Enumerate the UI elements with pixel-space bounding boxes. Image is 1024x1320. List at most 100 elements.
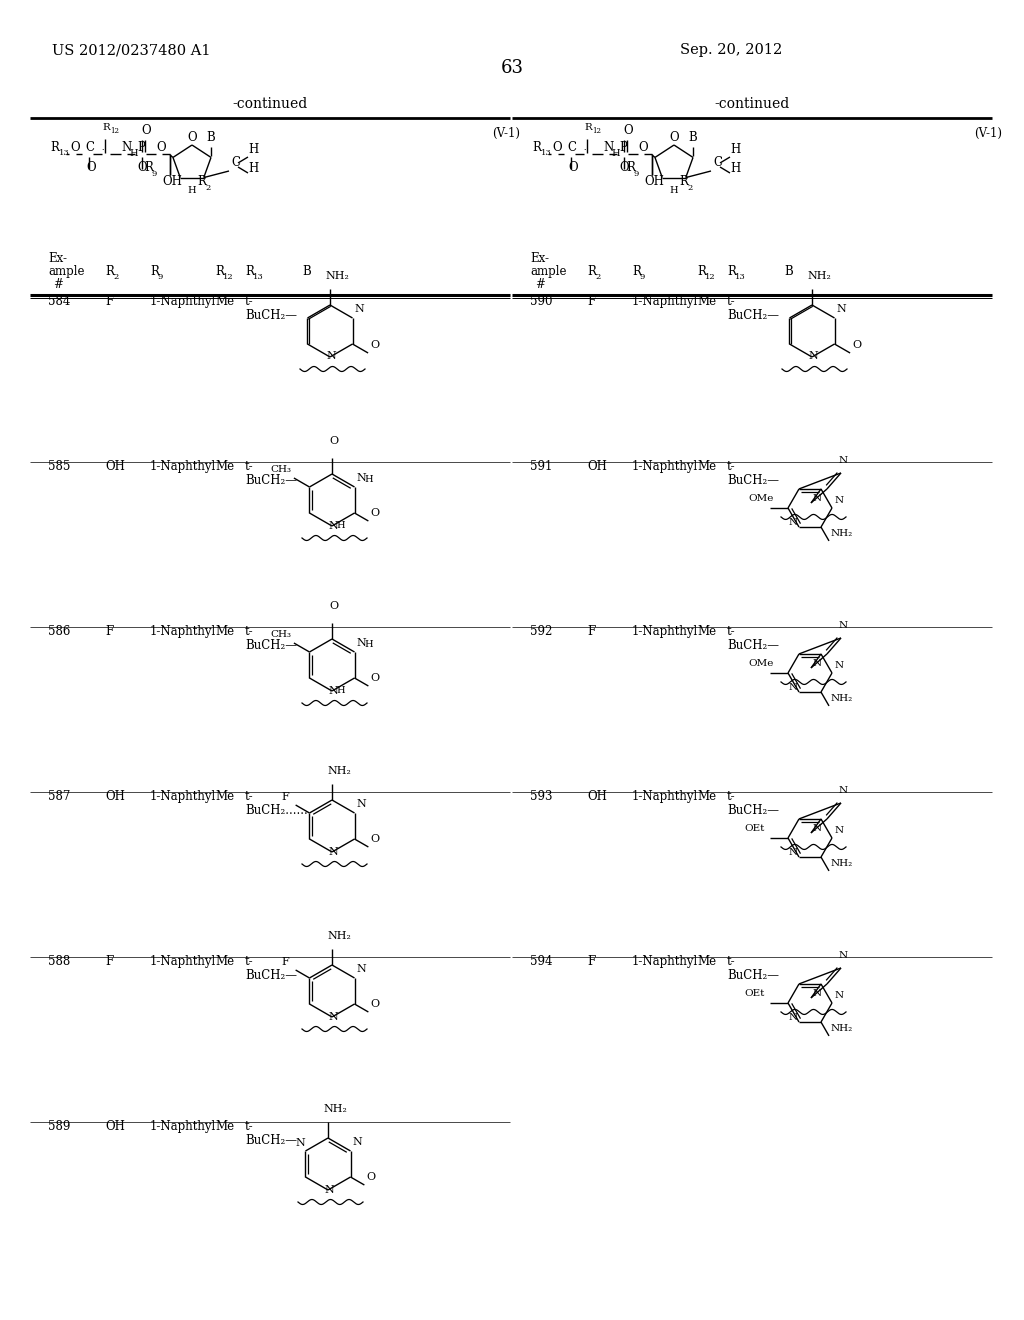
- Text: N: N: [356, 799, 367, 809]
- Text: B: B: [302, 265, 310, 279]
- Text: 2: 2: [595, 273, 600, 281]
- Text: N: N: [808, 351, 818, 360]
- Text: Me: Me: [215, 624, 234, 638]
- Text: N: N: [839, 620, 848, 630]
- Text: H: H: [187, 186, 196, 195]
- Text: 588: 588: [48, 954, 71, 968]
- Text: C: C: [567, 141, 575, 154]
- Text: N: N: [837, 304, 846, 314]
- Text: t-: t-: [245, 789, 254, 803]
- Text: H: H: [611, 149, 620, 158]
- Text: N: N: [839, 950, 848, 960]
- Text: F: F: [282, 957, 290, 968]
- Text: O: O: [638, 141, 647, 154]
- Text: O: O: [371, 673, 380, 682]
- Text: 13: 13: [253, 273, 264, 281]
- Text: •: •: [101, 148, 103, 152]
- Text: 1-Naphthyl: 1-Naphthyl: [632, 294, 698, 308]
- Text: P: P: [137, 141, 144, 154]
- Text: R: R: [632, 265, 641, 279]
- Text: R: R: [50, 141, 58, 154]
- Text: 1-Naphthyl: 1-Naphthyl: [150, 789, 216, 803]
- Text: R: R: [587, 265, 596, 279]
- Text: NH₂: NH₂: [325, 271, 349, 281]
- Text: OH: OH: [587, 789, 607, 803]
- Text: N: N: [835, 991, 844, 1001]
- Text: 585: 585: [48, 459, 71, 473]
- Text: 12: 12: [110, 127, 119, 135]
- Text: 9: 9: [640, 273, 645, 281]
- Text: H: H: [248, 143, 258, 156]
- Text: R: R: [150, 265, 159, 279]
- Text: H: H: [730, 162, 740, 176]
- Text: 1-Naphthyl: 1-Naphthyl: [632, 459, 698, 473]
- Text: 590: 590: [530, 294, 553, 308]
- Text: 594: 594: [530, 954, 553, 968]
- Text: OMe: OMe: [748, 494, 773, 503]
- Text: •: •: [583, 148, 586, 152]
- Text: OH: OH: [162, 176, 182, 187]
- Text: Me: Me: [215, 1119, 234, 1133]
- Text: BuCH₂—: BuCH₂—: [727, 639, 779, 652]
- Text: O: O: [618, 161, 629, 174]
- Text: Ex-: Ex-: [48, 252, 67, 265]
- Text: 1-Naphthyl: 1-Naphthyl: [150, 624, 216, 638]
- Text: 2: 2: [113, 273, 118, 281]
- Text: 9: 9: [152, 170, 158, 178]
- Text: -continued: -continued: [715, 96, 790, 111]
- Text: F: F: [105, 624, 114, 638]
- Text: N: N: [790, 682, 798, 692]
- Text: N: N: [839, 455, 848, 465]
- Text: NH₂: NH₂: [327, 766, 351, 776]
- Text: OEt: OEt: [744, 989, 764, 998]
- Text: Me: Me: [697, 624, 716, 638]
- Text: Me: Me: [697, 954, 716, 968]
- Text: BuCH₂—: BuCH₂—: [245, 639, 297, 652]
- Text: 2: 2: [205, 183, 210, 191]
- Text: N: N: [835, 826, 844, 836]
- Text: Me: Me: [215, 459, 234, 473]
- Text: H: H: [129, 149, 137, 158]
- Text: C: C: [231, 156, 240, 169]
- Text: R: R: [197, 176, 206, 187]
- Text: N: N: [813, 989, 822, 998]
- Text: O: O: [852, 341, 861, 350]
- Text: t-: t-: [245, 624, 254, 638]
- Text: 586: 586: [48, 624, 71, 638]
- Text: 9: 9: [634, 170, 639, 178]
- Text: N: N: [603, 141, 613, 154]
- Text: OEt: OEt: [744, 824, 764, 833]
- Text: 13: 13: [541, 149, 552, 157]
- Text: CH₃: CH₃: [270, 630, 291, 639]
- Text: BuCH₂—: BuCH₂—: [245, 969, 297, 982]
- Text: ample: ample: [530, 265, 566, 279]
- Text: BuCH₂—: BuCH₂—: [727, 474, 779, 487]
- Text: 1-Naphthyl: 1-Naphthyl: [632, 954, 698, 968]
- Text: R: R: [679, 176, 688, 187]
- Text: OMe: OMe: [748, 659, 773, 668]
- Text: BuCH₂—: BuCH₂—: [245, 309, 297, 322]
- Text: N: N: [835, 661, 844, 671]
- Text: O: O: [370, 341, 379, 350]
- Text: F: F: [587, 294, 595, 308]
- Text: 591: 591: [530, 459, 552, 473]
- Text: 12: 12: [705, 273, 716, 281]
- Text: N: N: [356, 473, 367, 483]
- Text: F: F: [105, 954, 114, 968]
- Text: O: O: [371, 834, 380, 843]
- Text: Me: Me: [697, 294, 716, 308]
- Text: US 2012/0237480 A1: US 2012/0237480 A1: [52, 44, 211, 57]
- Text: O: O: [552, 141, 561, 154]
- Text: 587: 587: [48, 789, 71, 803]
- Text: N: N: [328, 847, 338, 857]
- Text: N: N: [324, 1185, 334, 1195]
- Text: 593: 593: [530, 789, 553, 803]
- Text: R: R: [245, 265, 254, 279]
- Text: 589: 589: [48, 1119, 71, 1133]
- Text: N: N: [326, 351, 336, 360]
- Text: #: #: [53, 279, 62, 290]
- Text: R: R: [102, 123, 110, 132]
- Text: N: N: [790, 517, 798, 527]
- Text: 592: 592: [530, 624, 552, 638]
- Text: N: N: [790, 847, 798, 857]
